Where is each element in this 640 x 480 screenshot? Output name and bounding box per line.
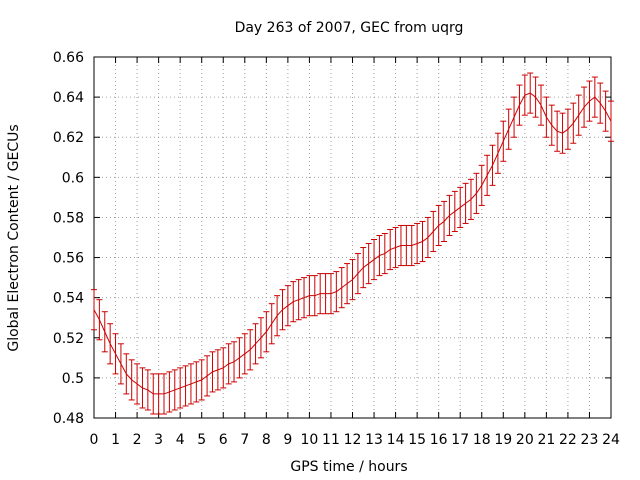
x-tick-label: 10 — [301, 432, 319, 448]
x-tick-label: 16 — [430, 432, 448, 448]
x-tick-label: 2 — [133, 432, 142, 448]
x-tick-label: 18 — [473, 432, 491, 448]
x-tick-label: 3 — [154, 432, 163, 448]
chart-title: Day 263 of 2007, GEC from uqrg — [235, 20, 464, 36]
x-tick-label: 8 — [262, 432, 271, 448]
x-tick-label: 14 — [387, 432, 405, 448]
x-tick-label: 7 — [240, 432, 249, 448]
x-tick-label: 5 — [197, 432, 206, 448]
x-tick-label: 0 — [90, 432, 99, 448]
series-line — [93, 92, 612, 395]
y-tick-label: 0.54 — [53, 291, 84, 307]
x-tick-label: 6 — [219, 432, 228, 448]
y-tick-label: 0.6 — [62, 170, 84, 186]
x-tick-label: 15 — [408, 432, 426, 448]
y-tick-labels: 0.48 0.5 0.52 0.54 0.56 0.58 0.6 0.62 0.64 0.66 — [53, 50, 84, 427]
x-tick-label: 9 — [283, 432, 292, 448]
y-tick-label: 0.5 — [62, 371, 84, 387]
y-tick-label: 0.52 — [53, 331, 84, 347]
y-axis-label: Global Electron Content / GECUs — [6, 124, 22, 351]
error-bars — [91, 72, 614, 415]
x-tick-label: 24 — [602, 432, 620, 448]
grid — [94, 57, 611, 418]
x-tick-label: 4 — [176, 432, 185, 448]
x-tick-label: 13 — [365, 432, 383, 448]
axis-ticks — [93, 56, 612, 419]
x-tick-label: 23 — [581, 432, 599, 448]
y-tick-label: 0.62 — [53, 130, 84, 146]
y-tick-label: 0.64 — [53, 90, 84, 106]
y-tick-label: 0.48 — [53, 411, 84, 427]
x-tick-label: 11 — [322, 432, 340, 448]
x-tick-labels: 0 1 2 3 4 5 6 7 8 9 10 11 12 13 14 15 16 17 18 19 20 21 22 23 24 — [90, 432, 620, 448]
x-tick-label: 22 — [559, 432, 577, 448]
x-tick-label: 21 — [537, 432, 555, 448]
x-tick-label: 20 — [516, 432, 534, 448]
x-tick-label: 19 — [494, 432, 512, 448]
x-tick-label: 1 — [111, 432, 120, 448]
x-axis-label: GPS time / hours — [290, 459, 407, 475]
y-tick-label: 0.66 — [53, 50, 84, 66]
x-tick-label: 17 — [451, 432, 469, 448]
x-tick-label: 12 — [344, 432, 362, 448]
y-tick-label: 0.58 — [53, 210, 84, 226]
y-tick-label: 0.56 — [53, 251, 84, 267]
